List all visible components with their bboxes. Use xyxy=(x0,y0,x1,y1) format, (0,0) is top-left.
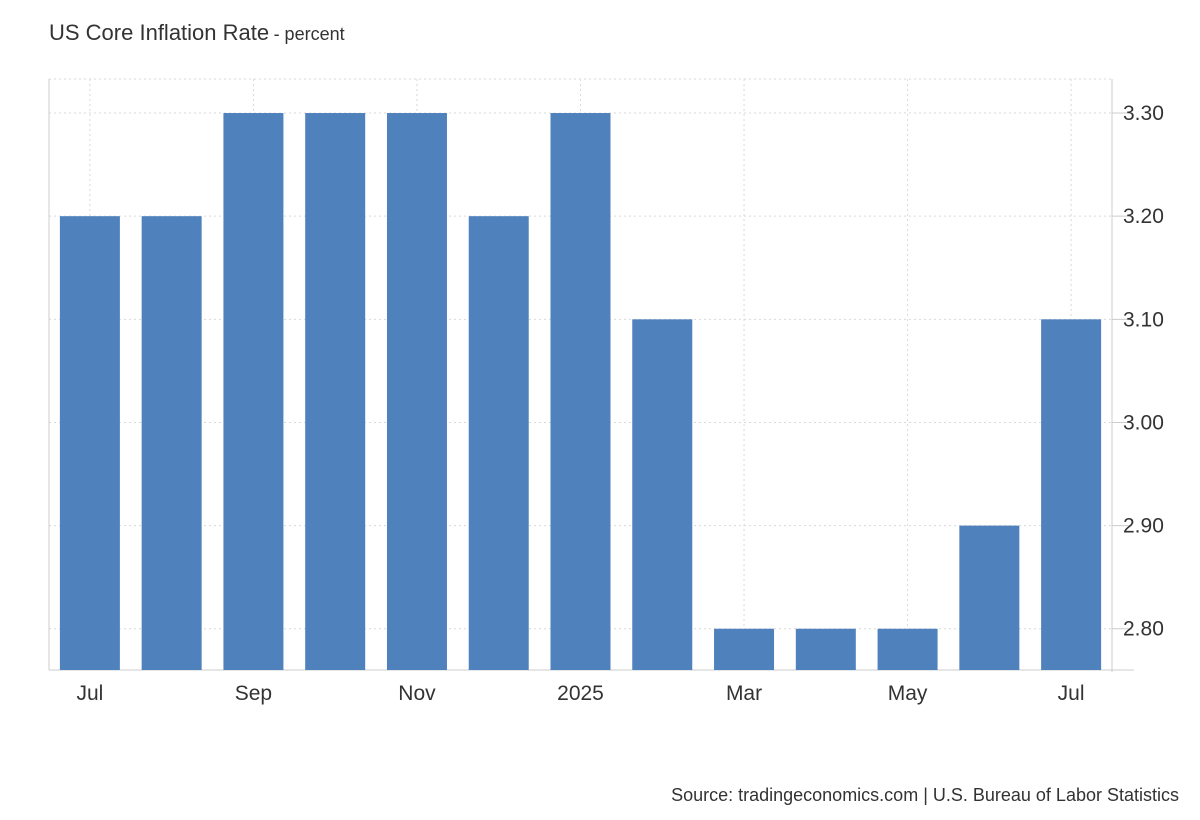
bar-2 xyxy=(223,113,284,671)
x-tick-label-3: 2025 xyxy=(557,682,604,705)
y-tick-label-4: 3.20 xyxy=(1123,205,1164,228)
y-tick-label-3: 3.10 xyxy=(1123,308,1164,331)
bar-12 xyxy=(1041,319,1102,670)
x-tick-label-5: May xyxy=(888,682,928,705)
chart-unit: - percent xyxy=(273,24,345,44)
y-tick-label-0: 2.80 xyxy=(1123,618,1164,641)
bar-6 xyxy=(550,113,611,671)
chart-title-area: US Core Inflation Rate - percent xyxy=(49,20,345,46)
x-tick-label-6: Jul xyxy=(1058,682,1085,705)
bar-11 xyxy=(959,525,1020,670)
x-tick-label-4: Mar xyxy=(726,682,762,705)
x-tick-label-0: Jul xyxy=(76,682,103,705)
bar-10 xyxy=(877,628,938,670)
x-tick-label-1: Sep xyxy=(235,682,272,705)
chart-title: US Core Inflation Rate xyxy=(49,20,270,45)
bar-8 xyxy=(714,628,775,670)
bar-0 xyxy=(59,216,120,670)
bar-1 xyxy=(141,216,202,670)
y-tick-label-5: 3.30 xyxy=(1123,102,1164,125)
y-tick-label-1: 2.90 xyxy=(1123,515,1164,538)
x-tick-label-2: Nov xyxy=(398,682,436,705)
source-note: Source: tradingeconomics.com | U.S. Bure… xyxy=(671,785,1179,805)
bar-4 xyxy=(386,113,447,671)
bar-9 xyxy=(795,628,856,670)
y-tick-label-2: 3.00 xyxy=(1123,411,1164,434)
bar-7 xyxy=(632,319,693,670)
bar-3 xyxy=(305,113,366,671)
bar-5 xyxy=(468,216,529,670)
